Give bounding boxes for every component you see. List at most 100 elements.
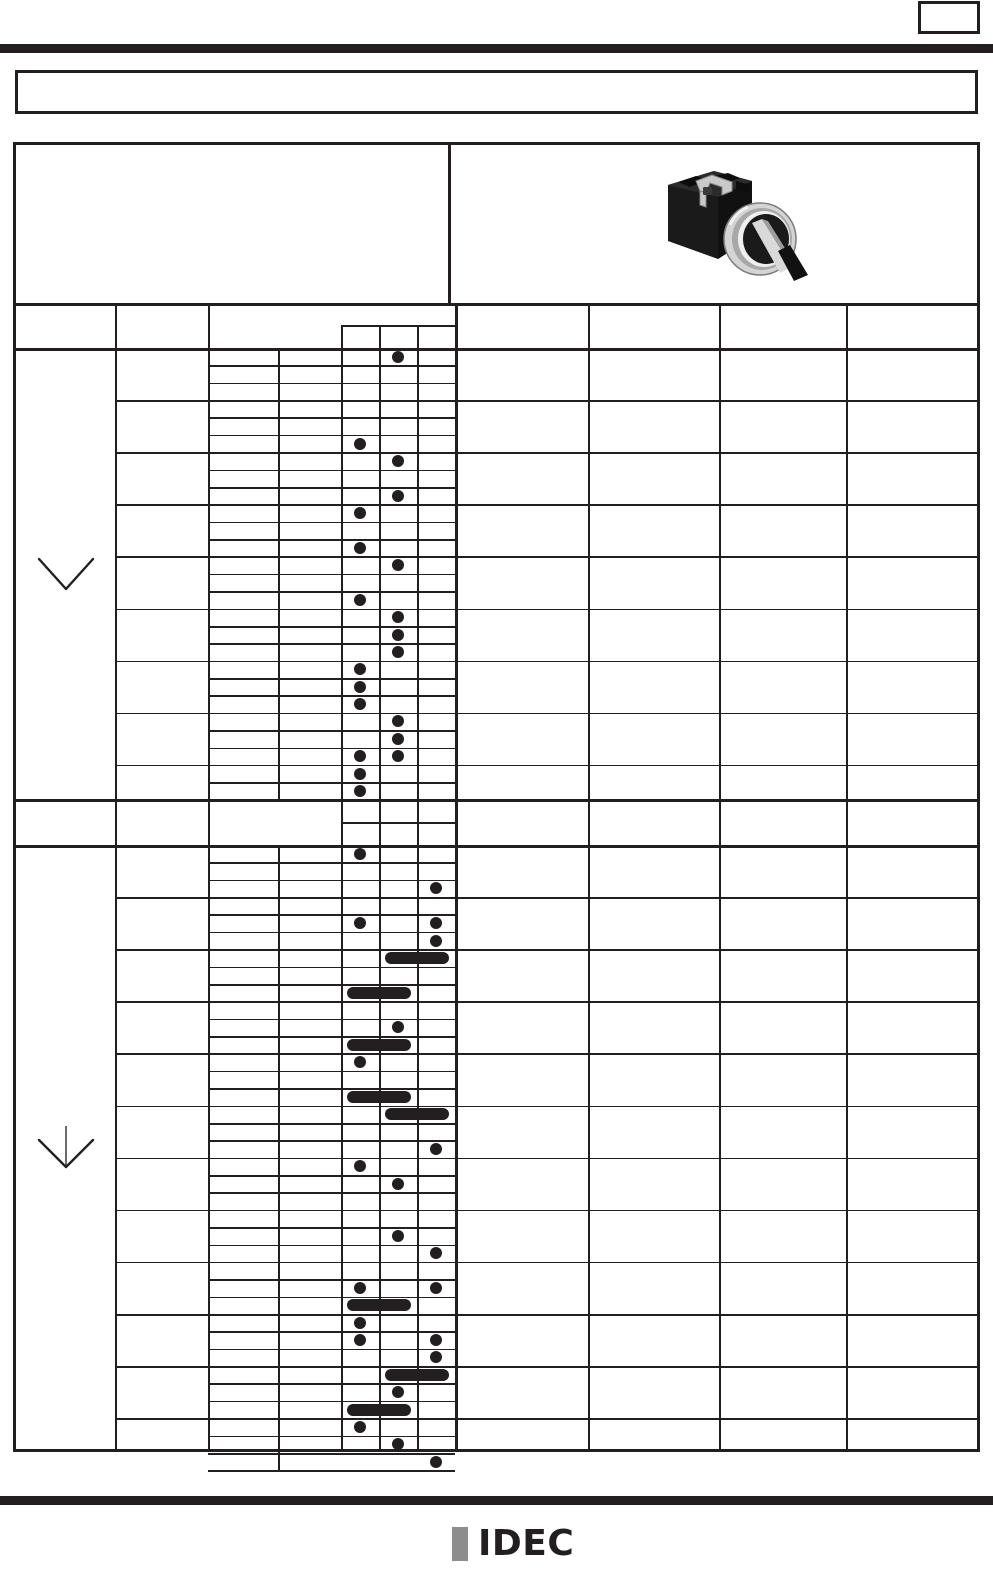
grid-hline <box>208 678 455 680</box>
contact-dot <box>392 750 404 763</box>
grid-vline <box>846 303 848 1449</box>
header-subgroup-rule-1 <box>341 325 455 327</box>
grid-hline <box>341 782 455 784</box>
contact-dot <box>392 1229 404 1242</box>
grid-hline <box>208 1435 455 1438</box>
contact-dot <box>430 917 442 930</box>
header-bottom-rule-2 <box>16 845 977 848</box>
contact-dot <box>392 645 404 658</box>
contact-dot <box>430 1142 442 1155</box>
header-subgroup-rule-2 <box>341 822 455 824</box>
section-symbol-chevron <box>16 348 115 799</box>
grid-hline <box>208 862 455 864</box>
title-bar <box>15 70 978 114</box>
grid-vline <box>341 325 343 1449</box>
top-rule <box>0 44 993 53</box>
section-symbol-arrow-down <box>16 845 115 1449</box>
grid-hline <box>341 1400 455 1403</box>
section-divider <box>16 799 977 802</box>
contact-dot <box>354 1056 366 1069</box>
contact-dot <box>392 1021 404 1034</box>
grid-hline <box>208 1400 455 1403</box>
selector-switch-photo <box>668 171 808 281</box>
contact-dot <box>354 767 366 780</box>
contact-dot <box>354 593 366 606</box>
contact-dot <box>392 454 404 467</box>
grid-hline <box>341 1435 455 1438</box>
grid-hline <box>208 643 455 645</box>
grid-hline <box>341 1279 455 1281</box>
grid-hline <box>341 382 455 385</box>
grid-hline <box>208 1470 455 1472</box>
contact-dot <box>354 680 366 693</box>
grid-hline <box>341 862 455 864</box>
contact-bar <box>385 1108 449 1121</box>
grid-hline <box>341 931 455 934</box>
grid-hline <box>208 1036 455 1038</box>
grid-hline <box>115 504 977 506</box>
grid-hline <box>341 1070 455 1073</box>
grid-hline <box>341 486 455 489</box>
grid-hline <box>208 521 455 524</box>
contact-dot <box>430 1247 442 1260</box>
grid-hline <box>341 1348 455 1351</box>
grid-hline <box>341 966 455 969</box>
grid-hline <box>341 983 455 986</box>
grid-hline <box>115 1053 977 1056</box>
grid-hline <box>208 434 455 437</box>
grid-hline <box>341 573 455 576</box>
grid-hline <box>341 1244 455 1247</box>
grid-hline <box>115 1105 977 1108</box>
grid-hline <box>115 897 977 899</box>
grid-hline <box>115 1261 977 1264</box>
contact-bar <box>347 1403 411 1416</box>
grid-hline <box>208 1348 455 1351</box>
contact-dot <box>354 1334 366 1347</box>
grid-hline <box>208 695 455 697</box>
grid-hline <box>208 625 455 628</box>
grid-hline <box>341 678 455 680</box>
grid-hline <box>115 764 977 767</box>
contact-dot <box>354 1316 366 1329</box>
contact-dot <box>392 1177 404 1190</box>
chevron-v-icon <box>37 557 94 590</box>
contact-bar <box>347 986 411 999</box>
contact-bar <box>385 951 449 964</box>
arrow-down-icon <box>37 1126 94 1169</box>
contact-dot <box>354 784 366 797</box>
grid-hline <box>341 1122 455 1125</box>
grid-vline <box>455 303 458 1449</box>
grid-hline <box>208 469 455 472</box>
grid-hline <box>115 400 977 402</box>
contact-dot <box>354 1420 366 1433</box>
grid-hline <box>208 931 455 934</box>
contact-bar <box>347 1038 411 1051</box>
grid-hline <box>208 1192 455 1194</box>
grid-hline <box>341 730 455 732</box>
grid-hline <box>208 782 455 784</box>
grid-hline <box>208 486 455 489</box>
grid-hline <box>208 1452 455 1455</box>
corner-tab-box <box>918 1 980 34</box>
header-bottom-rule-1 <box>16 348 977 351</box>
grid-hline <box>208 382 455 385</box>
grid-hline <box>115 660 977 663</box>
grid-vline <box>208 303 210 1449</box>
contact-bar <box>347 1299 411 1312</box>
grid-hline <box>341 469 455 472</box>
grid-hline <box>208 1122 455 1125</box>
contact-dot <box>430 934 442 947</box>
contact-bar <box>347 1090 411 1103</box>
grid-hline <box>208 1244 455 1247</box>
grid-hline <box>208 365 455 367</box>
grid-hline <box>341 434 455 437</box>
grid-hline <box>208 747 455 750</box>
contact-dot <box>354 847 366 860</box>
grid-hline <box>208 879 455 882</box>
grid-hline <box>208 1175 455 1177</box>
grid-hline <box>208 914 455 917</box>
contact-dot <box>430 1351 442 1364</box>
contact-dot <box>392 350 404 363</box>
grid-hline <box>208 591 455 593</box>
grid-hline <box>115 1157 977 1160</box>
